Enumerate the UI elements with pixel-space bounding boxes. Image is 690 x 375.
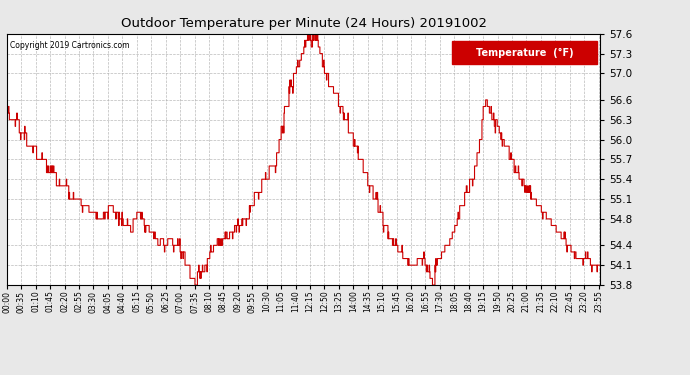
Title: Outdoor Temperature per Minute (24 Hours) 20191002: Outdoor Temperature per Minute (24 Hours… [121, 17, 486, 30]
FancyBboxPatch shape [452, 41, 598, 64]
Text: Temperature  (°F): Temperature (°F) [476, 48, 573, 58]
Text: Copyright 2019 Cartronics.com: Copyright 2019 Cartronics.com [10, 41, 129, 50]
